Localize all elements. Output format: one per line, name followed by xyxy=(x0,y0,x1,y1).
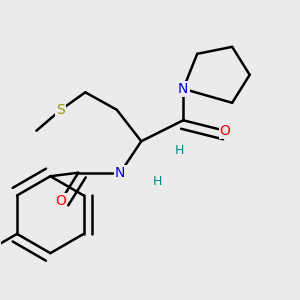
Text: O: O xyxy=(56,194,66,208)
Text: S: S xyxy=(56,103,65,117)
Text: N: N xyxy=(178,82,188,96)
Text: H: H xyxy=(152,175,162,188)
Text: O: O xyxy=(220,124,231,138)
Text: N: N xyxy=(115,166,125,180)
Text: H: H xyxy=(175,143,184,157)
